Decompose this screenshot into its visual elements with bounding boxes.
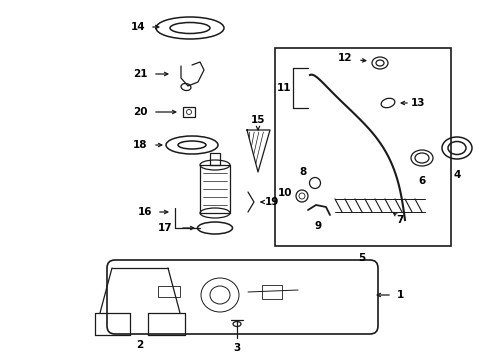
- Text: 21: 21: [132, 69, 147, 79]
- Text: 18: 18: [132, 140, 147, 150]
- Text: 11: 11: [276, 83, 291, 93]
- Text: 20: 20: [132, 107, 147, 117]
- Text: 7: 7: [395, 215, 403, 225]
- Text: 9: 9: [314, 221, 321, 231]
- Bar: [209, 153, 220, 165]
- Text: 14: 14: [130, 22, 145, 32]
- Text: 4: 4: [452, 170, 460, 180]
- Text: 5: 5: [358, 253, 365, 263]
- Bar: [274, 48, 450, 246]
- Text: 3: 3: [233, 343, 240, 353]
- Text: 1: 1: [396, 290, 403, 300]
- Text: 8: 8: [299, 167, 306, 177]
- Bar: [262, 285, 282, 299]
- Bar: [183, 107, 195, 117]
- Text: 10: 10: [277, 188, 292, 198]
- Text: 17: 17: [157, 223, 172, 233]
- Bar: [200, 165, 229, 213]
- Bar: [158, 286, 180, 297]
- Text: 6: 6: [418, 176, 425, 186]
- Text: 16: 16: [138, 207, 152, 217]
- Text: 19: 19: [264, 197, 279, 207]
- Text: 12: 12: [337, 53, 351, 63]
- Text: 15: 15: [250, 115, 264, 125]
- Text: 13: 13: [410, 98, 425, 108]
- Text: 2: 2: [136, 340, 143, 350]
